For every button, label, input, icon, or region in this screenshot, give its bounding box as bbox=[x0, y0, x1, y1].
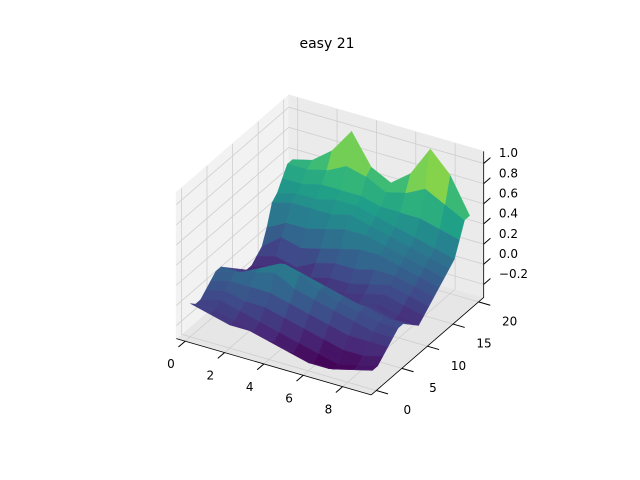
x-tick-label: 2 bbox=[206, 369, 214, 383]
z-tick-label: 0.8 bbox=[499, 166, 518, 180]
x-tick-label: 6 bbox=[285, 391, 293, 405]
y-tick-label: 0 bbox=[404, 403, 412, 417]
grid-line bbox=[181, 188, 377, 391]
tick-mark bbox=[452, 323, 465, 328]
z-tick-label: 0.4 bbox=[499, 207, 518, 221]
tick-mark bbox=[296, 374, 304, 382]
y-axis-line bbox=[370, 297, 484, 396]
chart-title: easy 21 bbox=[299, 36, 354, 52]
tick-mark bbox=[376, 389, 389, 395]
x-tick-label: 0 bbox=[167, 357, 175, 371]
tick-mark bbox=[427, 345, 440, 351]
x-axis-line bbox=[176, 338, 372, 396]
z-tick-label: 0.6 bbox=[499, 187, 518, 201]
y-tick-label: 20 bbox=[502, 315, 517, 329]
tick-mark bbox=[483, 257, 491, 265]
tick-mark bbox=[483, 278, 491, 285]
z-tick-label: 1.0 bbox=[499, 146, 518, 160]
y-tick-label: 5 bbox=[429, 381, 437, 395]
z-tick-label: −0.2 bbox=[499, 267, 528, 281]
tick-mark bbox=[483, 177, 491, 184]
tick-mark bbox=[483, 237, 491, 245]
y-tick-label: 15 bbox=[476, 337, 491, 351]
y-tick-label: 10 bbox=[451, 359, 466, 373]
tick-mark bbox=[217, 352, 225, 359]
tick-mark bbox=[483, 217, 491, 225]
z-tick-label: 0.2 bbox=[499, 227, 518, 241]
tick-mark bbox=[178, 340, 186, 348]
x-tick-label: 4 bbox=[246, 380, 254, 394]
tick-mark bbox=[483, 157, 491, 164]
surface-patch bbox=[347, 368, 373, 371]
z-tick-label: 0.0 bbox=[499, 247, 518, 261]
tick-mark bbox=[401, 367, 414, 373]
grid-line bbox=[176, 106, 484, 205]
tick-mark bbox=[335, 386, 343, 393]
tick-mark bbox=[256, 363, 265, 371]
tick-mark bbox=[483, 197, 491, 205]
x-tick-label: 8 bbox=[325, 403, 333, 417]
surface-patch bbox=[425, 148, 451, 205]
tick-mark bbox=[478, 301, 491, 306]
